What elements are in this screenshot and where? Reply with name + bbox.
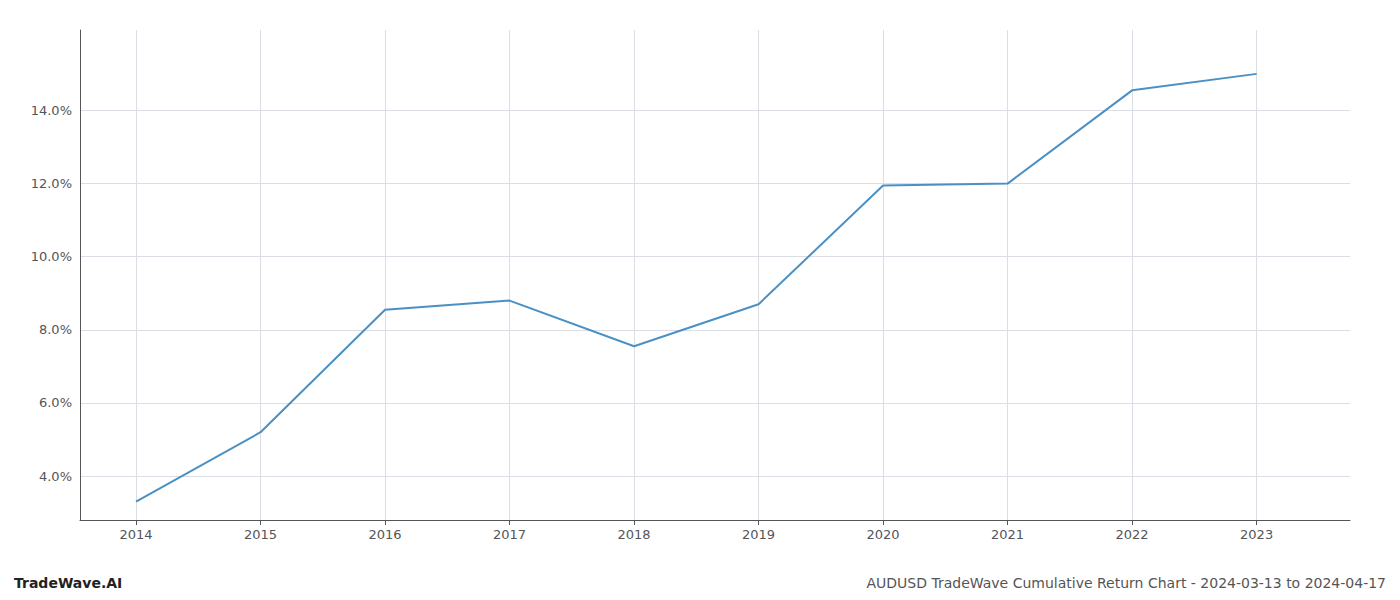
svg-text:2021: 2021 <box>991 527 1024 542</box>
svg-text:14.0%: 14.0% <box>31 103 72 118</box>
svg-text:2015: 2015 <box>244 527 277 542</box>
svg-text:2019: 2019 <box>742 527 775 542</box>
svg-text:AUDUSD TradeWave Cumulative Re: AUDUSD TradeWave Cumulative Return Chart… <box>866 575 1386 591</box>
svg-text:6.0%: 6.0% <box>39 395 72 410</box>
svg-text:2017: 2017 <box>493 527 526 542</box>
svg-text:12.0%: 12.0% <box>31 176 72 191</box>
svg-text:2023: 2023 <box>1240 527 1273 542</box>
svg-text:2020: 2020 <box>867 527 900 542</box>
svg-text:10.0%: 10.0% <box>31 249 72 264</box>
svg-text:4.0%: 4.0% <box>39 469 72 484</box>
svg-text:2016: 2016 <box>369 527 402 542</box>
svg-text:2022: 2022 <box>1116 527 1149 542</box>
svg-text:2014: 2014 <box>119 527 152 542</box>
svg-text:2018: 2018 <box>618 527 651 542</box>
svg-text:8.0%: 8.0% <box>39 322 72 337</box>
svg-text:TradeWave.AI: TradeWave.AI <box>14 575 122 591</box>
